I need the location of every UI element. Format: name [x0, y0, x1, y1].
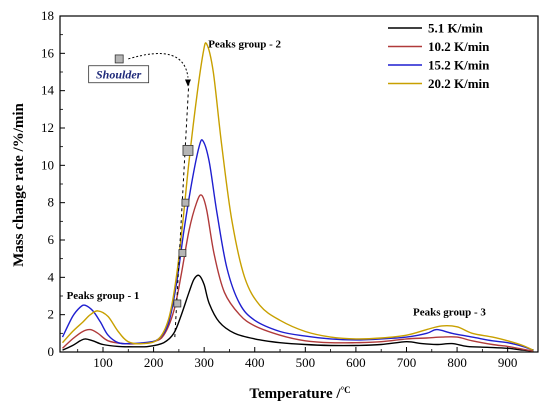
- x-tick-label: 300: [194, 355, 214, 370]
- x-tick-label: 800: [447, 355, 467, 370]
- y-tick-label: 18: [41, 8, 54, 23]
- y-tick-label: 16: [41, 45, 55, 60]
- y-tick-label: 10: [41, 157, 54, 172]
- x-axis-title-text: Temperature /: [249, 386, 341, 402]
- series-line-0: [62, 274, 533, 352]
- y-tick-label: 12: [41, 120, 54, 135]
- annotation-layer: Peaks group - 2 Peaks group - 1 Peaks grou…: [67, 39, 486, 338]
- x-axis-title-unit: °C: [341, 385, 351, 395]
- legend-label-2: 15.2 K/min: [428, 58, 490, 73]
- peak-group-label-1: Peaks group - 1: [67, 290, 140, 302]
- shoulder-marker: [182, 144, 194, 156]
- shoulder-label-marker: [114, 54, 124, 64]
- shoulder-marker: [173, 299, 182, 308]
- legend-label-0: 5.1 K/min: [428, 21, 484, 36]
- series-line-1: [62, 194, 534, 352]
- x-axis-title: Temperature /°C: [249, 385, 350, 402]
- y-tick-label: 4: [48, 269, 55, 284]
- x-tick-label: 400: [245, 355, 265, 370]
- x-tick-label: 900: [498, 355, 518, 370]
- legend-label-1: 10.2 K/min: [428, 39, 490, 54]
- shoulder-label: Shoulder: [96, 68, 142, 82]
- peak-group-label-0: Peaks group - 2: [208, 39, 281, 51]
- legend: 5.1 K/min 10.2 K/min 15.2 K/min 20.2 K/min: [388, 21, 490, 91]
- y-tick-label: 0: [48, 344, 55, 359]
- shoulder-label-box: [88, 65, 150, 84]
- peak-group-label-2: Peaks group - 3: [413, 307, 486, 319]
- series-line-3: [61, 42, 534, 351]
- y-axis-title: Mass change rate /%/min: [11, 102, 27, 266]
- shoulder-marker: [181, 198, 190, 207]
- shoulder-marker: [178, 249, 187, 257]
- x-tick-label: 600: [346, 355, 366, 370]
- x-tick-label: 200: [144, 355, 164, 370]
- y-tick-label: 8: [48, 195, 55, 210]
- legend-label-3: 20.2 K/min: [428, 76, 490, 91]
- x-tick-label: 700: [397, 355, 417, 370]
- x-tick-label: 100: [93, 355, 113, 370]
- axis-ticks: 100 200 300 400 500 600 700 800 900 0 2 4 6 8 10 12 14 16…: [41, 8, 534, 370]
- series-line-2: [61, 139, 534, 351]
- y-tick-label: 14: [41, 83, 55, 98]
- y-tick-label: 6: [48, 232, 55, 247]
- x-tick-label: 500: [296, 355, 316, 370]
- y-tick-label: 2: [48, 307, 55, 322]
- shoulder-guide-line: [174, 79, 190, 338]
- shoulder-guide-arrowhead: [184, 79, 191, 87]
- series-layer: [61, 42, 534, 352]
